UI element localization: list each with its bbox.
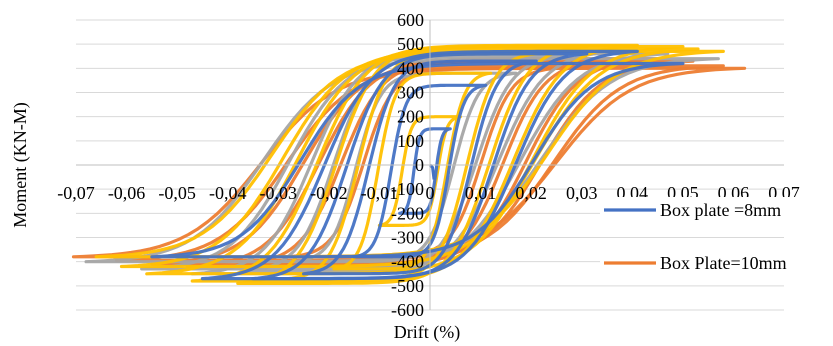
x-tick-label: -0,02 — [310, 183, 348, 203]
x-axis-title: Drift (%) — [394, 322, 460, 343]
series-2-cycle-3 — [190, 43, 639, 283]
y-tick-label: -300 — [391, 228, 424, 248]
x-tick-label: -0,04 — [209, 183, 247, 203]
x-tick-label: -0,07 — [57, 183, 95, 203]
y-tick-label: 200 — [397, 107, 424, 127]
x-tick-label: -0,03 — [260, 183, 298, 203]
series-3-cycle-2 — [251, 52, 589, 281]
series-2-cycle-1 — [119, 47, 700, 269]
x-tick-label: 0,03 — [566, 183, 598, 203]
x-tick-label: 0,01 — [465, 183, 497, 203]
legend-label: Box plate =8mm — [660, 200, 781, 220]
series-3-cycle-4 — [352, 83, 488, 259]
x-tick-label: -0,01 — [361, 183, 399, 203]
y-tick-label: 100 — [397, 131, 424, 151]
y-tick-label: 400 — [397, 58, 424, 78]
y-tick-label: -600 — [391, 300, 424, 320]
x-tick-label: -0,06 — [108, 183, 146, 203]
y-tick-label: -200 — [391, 203, 424, 223]
y-tick-label: -100 — [391, 179, 424, 199]
x-tick-label: 0,02 — [515, 183, 547, 203]
legend: Box plate =8mm Box Plate=10mm — [600, 197, 833, 276]
series-curves — [71, 43, 747, 285]
y-tick-labels: -600 -500 -400 -300 -200 -100 0 100 200 300 400 500… — [391, 10, 424, 320]
y-tick-label: -500 — [391, 276, 424, 296]
y-tick-label: 300 — [397, 83, 424, 103]
y-tick-label: -400 — [391, 252, 424, 272]
y-tick-label: 500 — [397, 34, 424, 54]
series-2-cycle-4 — [236, 45, 589, 285]
y-tick-label: 600 — [397, 10, 424, 30]
series-2-cycle-6 — [332, 71, 493, 271]
x-tick-label: -0,05 — [158, 183, 196, 203]
series-2 — [94, 43, 725, 285]
legend-label: Box Plate=10mm — [660, 253, 787, 273]
series-3-cycle-3 — [302, 59, 538, 276]
series-3 — [150, 49, 685, 281]
axes — [76, 20, 784, 310]
x-tick-label: 0 — [426, 183, 435, 203]
series-3-cycle-5 — [398, 127, 452, 215]
series-3-cycle-0 — [150, 61, 685, 259]
initial-loading-segment — [428, 163, 436, 180]
y-axis-title: Moment (KN-M) — [10, 102, 31, 227]
y-tick-label: 0 — [415, 155, 424, 175]
